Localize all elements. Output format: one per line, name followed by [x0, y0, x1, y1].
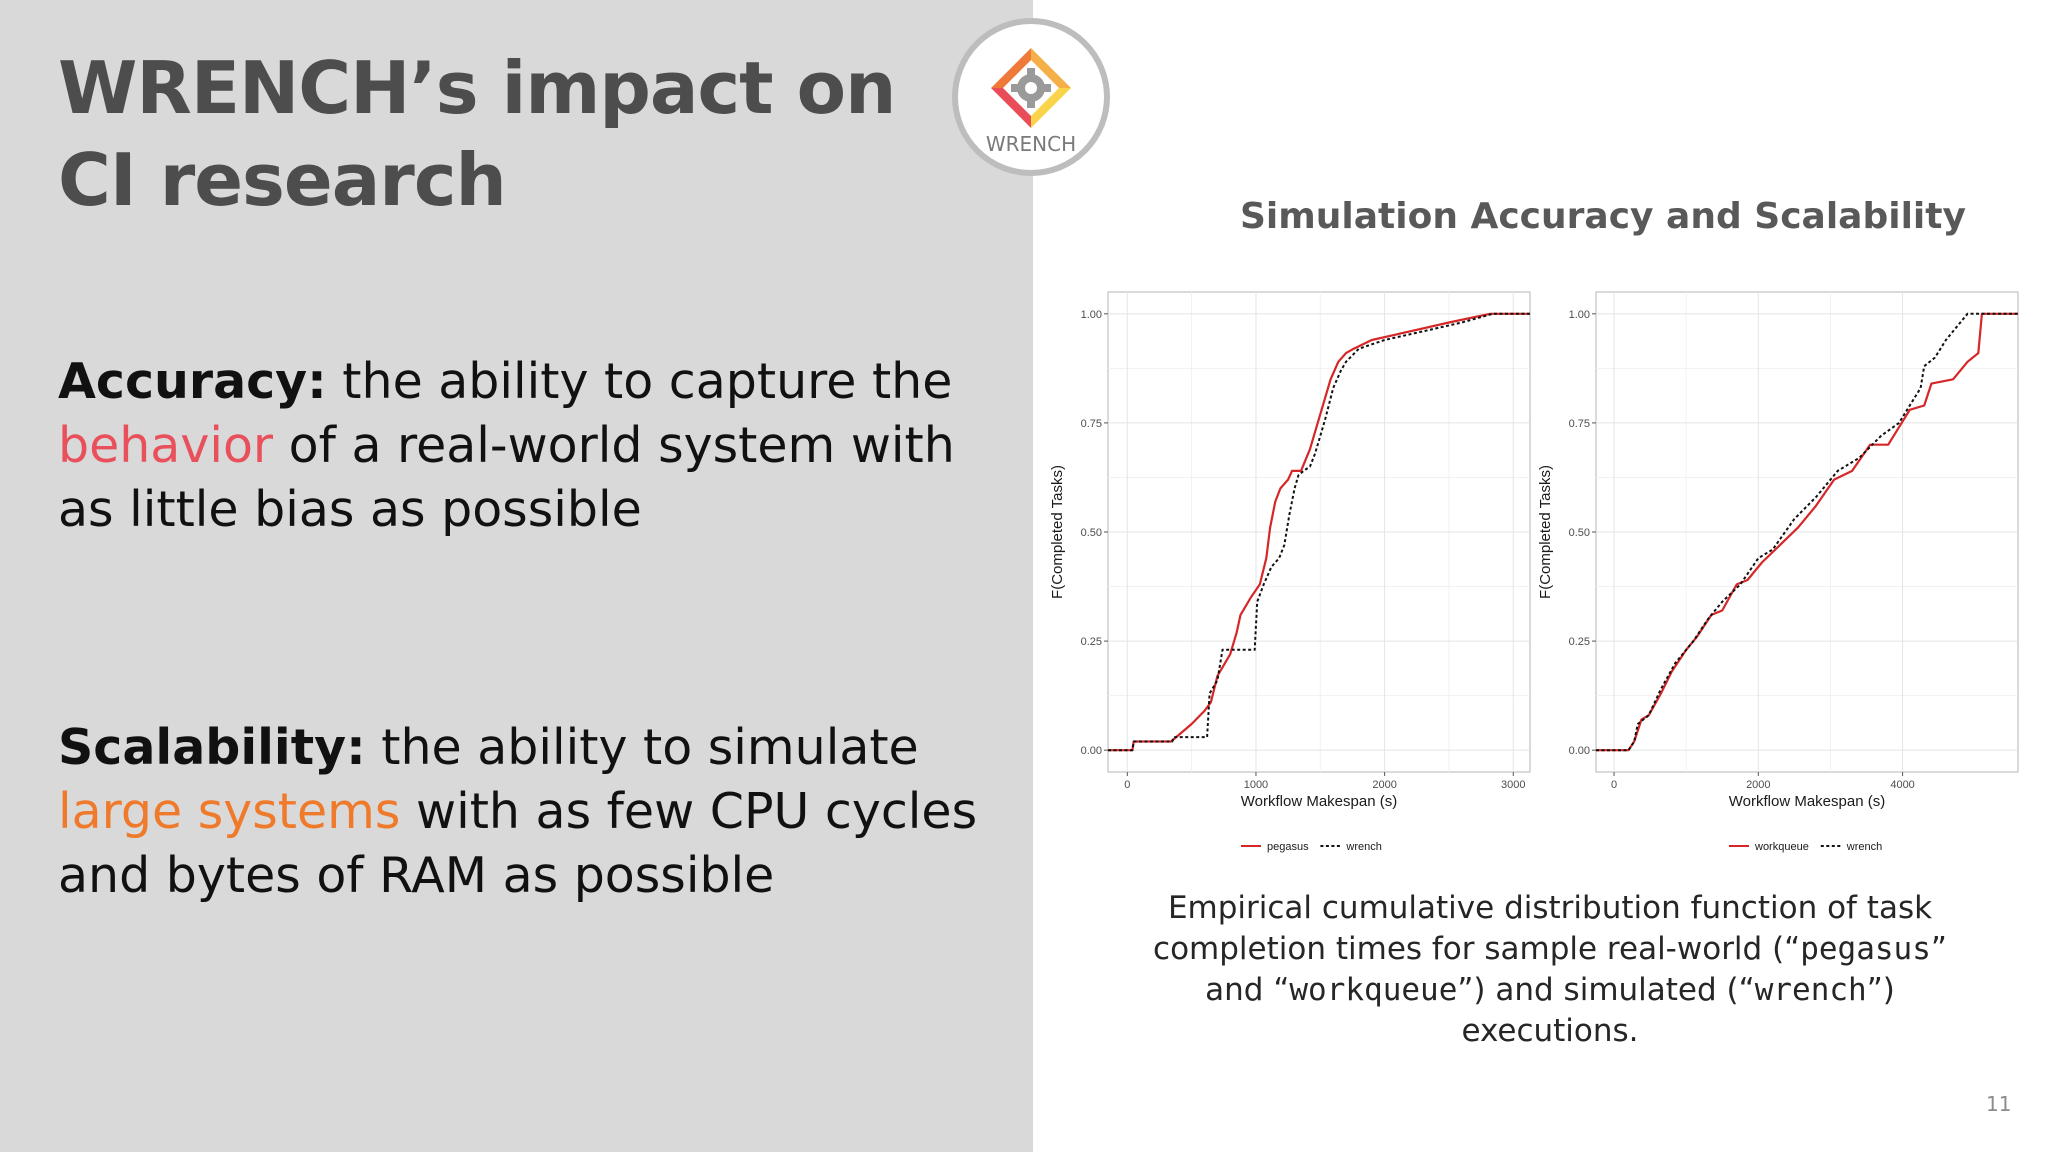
accuracy-text-a: the ability to capture the	[326, 353, 953, 410]
y-tick-label: 1.00	[1081, 309, 1102, 321]
legend-label-workqueue: workqueue	[1754, 841, 1809, 853]
x-tick-label: 0	[1124, 779, 1130, 791]
y-tick-label: 0.75	[1081, 418, 1102, 430]
x-tick-label: 4000	[1890, 779, 1914, 791]
x-axis-title: Workflow Makespan (s)	[1241, 793, 1397, 810]
accuracy-term: Accuracy:	[58, 353, 327, 410]
y-tick-label: 0.75	[1569, 418, 1590, 430]
left-panel: WRENCH’s impact on CI research Accuracy:…	[0, 0, 1033, 1152]
accuracy-highlight: behavior	[58, 417, 274, 474]
series-line-pegasus	[1108, 312, 1530, 752]
scalability-highlight: large systems	[58, 783, 401, 840]
y-tick-label: 0.50	[1569, 527, 1590, 539]
title-line-1: WRENCH’s impact on	[58, 46, 896, 130]
y-tick-label: 0.25	[1569, 636, 1590, 648]
legend-label-pegasus: pegasus	[1267, 841, 1309, 853]
scalability-term: Scalability:	[58, 719, 366, 776]
page-number: 11	[1986, 1092, 2012, 1116]
legend-label-wrench: wrench	[1345, 841, 1381, 853]
caption-part-4: ”) executions.	[1461, 972, 1895, 1049]
caption-part-3: ”) and simulated (“	[1457, 972, 1755, 1008]
caption-part-2: ” and “	[1205, 931, 1947, 1008]
x-tick-label: 2000	[1372, 779, 1396, 791]
chart-panel-1: 0.00 0.25 0.50 0.75 1.00 0 1000 2000 3000 Workflo…	[1049, 291, 1531, 853]
x-tick-label: 0	[1611, 779, 1617, 791]
y-axis-title: F(Completed Tasks)	[1049, 465, 1066, 599]
scalability-text-a: the ability to simulate	[365, 719, 919, 776]
scalability-paragraph: Scalability: the ability to simulate lar…	[58, 716, 1018, 908]
scalability-text-b: with as few CPU cycles and bytes of RAM …	[58, 783, 978, 904]
wrench-logo: WRENCH	[952, 18, 1110, 176]
figure-caption: Empirical cumulative distribution functi…	[1120, 888, 1980, 1052]
title-line-2: CI research	[58, 138, 507, 222]
caption-code-wrench: wrench	[1754, 972, 1867, 1008]
y-tick-label: 1.00	[1569, 309, 1590, 321]
logo-text: WRENCH	[985, 132, 1077, 156]
series-line-workqueue	[1596, 312, 2018, 752]
legend-label-wrench: wrench	[1846, 841, 1882, 853]
caption-code-pegasus: pegasus	[1800, 931, 1931, 967]
series-line-wrench	[1108, 312, 1530, 752]
accuracy-paragraph: Accuracy: the ability to capture the beh…	[58, 350, 1018, 542]
x-axis-title: Workflow Makespan (s)	[1729, 793, 1885, 810]
y-axis-title: F(Completed Tasks)	[1537, 465, 1554, 599]
y-tick-label: 0.00	[1081, 745, 1102, 757]
y-tick-label: 0.00	[1569, 745, 1590, 757]
caption-code-workqueue: workqueue	[1289, 972, 1458, 1008]
chart-section-title: Simulation Accuracy and Scalability	[1240, 196, 1966, 237]
x-tick-label: 1000	[1244, 779, 1268, 791]
y-tick-label: 0.25	[1081, 636, 1102, 648]
x-tick-label: 3000	[1501, 779, 1525, 791]
ecdf-charts: 0.00 0.25 0.50 0.75 1.00 0 1000 2000 3000 Workflo…	[1049, 291, 2019, 853]
series-line-wrench	[1596, 312, 2018, 752]
caption-part-1: Empirical cumulative distribution functi…	[1153, 890, 1933, 967]
y-tick-label: 0.50	[1081, 527, 1102, 539]
chart-panel-2: 0.00 0.25 0.50 0.75 1.00 0 2000 4000 Workflow Ma…	[1537, 291, 2019, 853]
accuracy-text-b: of a real-world system with as little bi…	[58, 417, 955, 538]
gear-icon	[991, 48, 1071, 128]
x-tick-label: 2000	[1746, 779, 1770, 791]
slide-title: WRENCH’s impact on CI research	[58, 42, 896, 226]
